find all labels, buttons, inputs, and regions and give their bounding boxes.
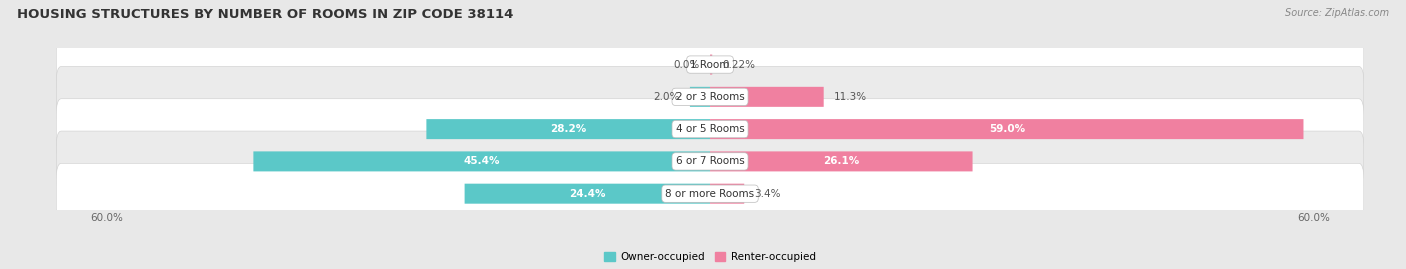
FancyBboxPatch shape	[464, 184, 710, 204]
Text: 0.0%: 0.0%	[673, 59, 700, 70]
Text: HOUSING STRUCTURES BY NUMBER OF ROOMS IN ZIP CODE 38114: HOUSING STRUCTURES BY NUMBER OF ROOMS IN…	[17, 8, 513, 21]
Text: 11.3%: 11.3%	[834, 92, 868, 102]
FancyBboxPatch shape	[56, 163, 1364, 224]
FancyBboxPatch shape	[56, 99, 1364, 160]
Text: 1 Room: 1 Room	[690, 59, 730, 70]
Text: 24.4%: 24.4%	[569, 189, 606, 199]
FancyBboxPatch shape	[56, 131, 1364, 192]
Text: Source: ZipAtlas.com: Source: ZipAtlas.com	[1285, 8, 1389, 18]
Text: 45.4%: 45.4%	[464, 156, 501, 167]
FancyBboxPatch shape	[56, 66, 1364, 127]
FancyBboxPatch shape	[710, 87, 824, 107]
FancyBboxPatch shape	[56, 34, 1364, 95]
Legend: Owner-occupied, Renter-occupied: Owner-occupied, Renter-occupied	[600, 247, 820, 266]
Text: 59.0%: 59.0%	[988, 124, 1025, 134]
Text: 2.0%: 2.0%	[654, 92, 681, 102]
FancyBboxPatch shape	[710, 119, 1303, 139]
Text: 0.22%: 0.22%	[723, 59, 755, 70]
Text: 8 or more Rooms: 8 or more Rooms	[665, 189, 755, 199]
Text: 2 or 3 Rooms: 2 or 3 Rooms	[676, 92, 744, 102]
FancyBboxPatch shape	[253, 151, 710, 171]
FancyBboxPatch shape	[690, 87, 710, 107]
FancyBboxPatch shape	[710, 55, 713, 75]
Text: 6 or 7 Rooms: 6 or 7 Rooms	[676, 156, 744, 167]
Text: 28.2%: 28.2%	[550, 124, 586, 134]
FancyBboxPatch shape	[710, 151, 973, 171]
Text: 3.4%: 3.4%	[754, 189, 780, 199]
FancyBboxPatch shape	[426, 119, 710, 139]
Text: 4 or 5 Rooms: 4 or 5 Rooms	[676, 124, 744, 134]
Text: 26.1%: 26.1%	[823, 156, 859, 167]
FancyBboxPatch shape	[710, 184, 744, 204]
